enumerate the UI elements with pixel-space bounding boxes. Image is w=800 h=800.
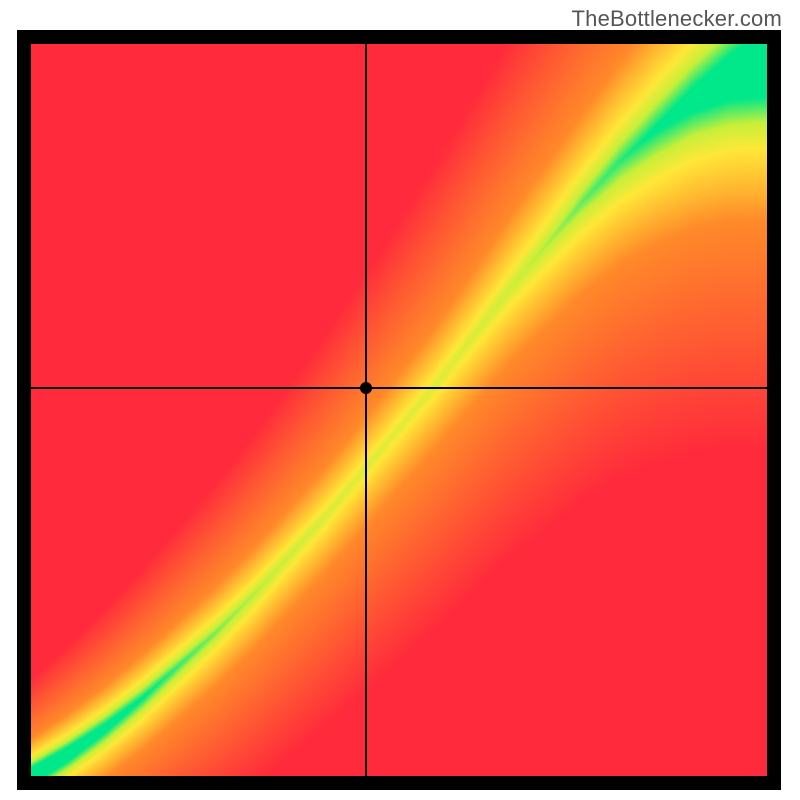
plot-area xyxy=(31,44,767,776)
crosshair-horizontal xyxy=(31,387,767,389)
crosshair-dot xyxy=(360,382,372,394)
chart-container: TheBottlenecker.com xyxy=(0,0,800,800)
heatmap-canvas xyxy=(31,44,767,776)
watermark-text: TheBottlenecker.com xyxy=(572,6,782,32)
crosshair-vertical xyxy=(365,44,367,776)
